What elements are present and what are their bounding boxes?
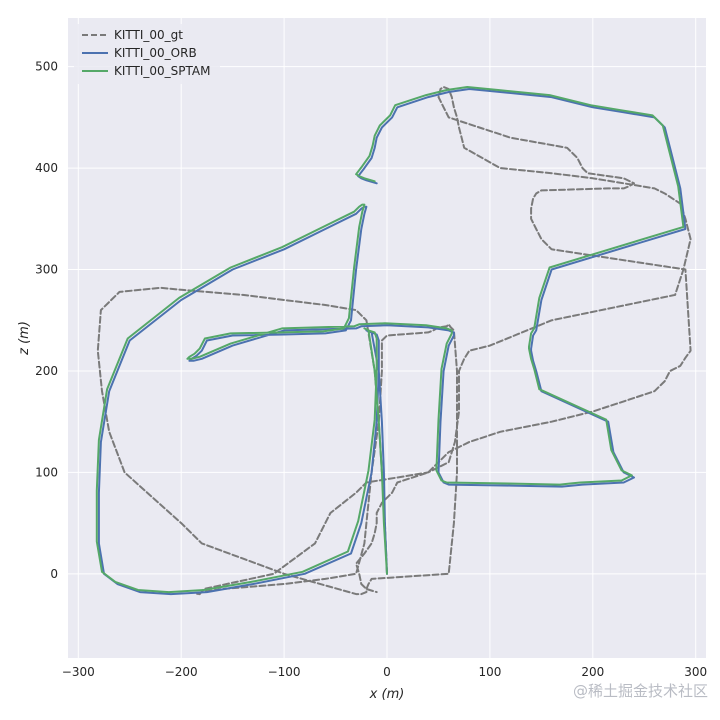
legend-label-gt: KITTI_00_gt [114, 28, 183, 42]
y-tick-labels: 0 100 200 300 400 500 [35, 60, 58, 581]
x-tick-label: 0 [383, 665, 391, 679]
x-tick-label: 100 [478, 665, 501, 679]
series-line-2 [95, 86, 685, 594]
x-tick-label: −100 [268, 665, 301, 679]
y-axis-label: z (m) [17, 321, 32, 356]
watermark: @稀土掘金技术社区 [573, 682, 708, 700]
x-tick-label: −200 [165, 665, 198, 679]
x-tick-label: −300 [62, 665, 95, 679]
legend-label-orb: KITTI_00_ORB [114, 46, 197, 60]
series-line-0 [96, 86, 692, 596]
legend-label-sptam: KITTI_00_SPTAM [114, 64, 210, 78]
x-tick-label: 200 [581, 665, 604, 679]
y-tick-label: 100 [35, 465, 58, 479]
x-axis-label: x (m) [369, 687, 405, 702]
x-tick-label: 300 [684, 665, 707, 679]
y-tick-label: 300 [35, 263, 58, 277]
x-tick-labels: −300 −200 −100 0 100 200 300 [62, 665, 707, 679]
y-tick-label: 500 [35, 60, 58, 74]
legend-box [74, 24, 220, 84]
series-line-1 [97, 88, 687, 596]
y-tick-label: 0 [50, 567, 58, 581]
series-layer [95, 86, 692, 596]
y-tick-label: 200 [35, 364, 58, 378]
grid-lines [68, 18, 706, 658]
legend: KITTI_00_gt KITTI_00_ORB KITTI_00_SPTAM [74, 24, 220, 84]
y-tick-label: 400 [35, 161, 58, 175]
